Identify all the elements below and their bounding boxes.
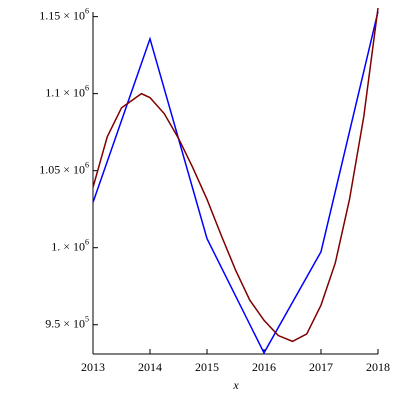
x-axis-label: x <box>232 378 239 392</box>
y-tick-exponent: 6 <box>85 83 89 92</box>
y-tick-mantissa: 9.5 × 10 <box>45 316 85 330</box>
x-tick-label: 2017 <box>309 360 333 374</box>
x-tick-label: 2018 <box>366 360 390 374</box>
y-tick-exponent: 6 <box>85 238 89 247</box>
y-tick-label: 9.5 × 105 <box>45 315 89 331</box>
y-tick-mantissa: 1.1 × 10 <box>45 85 85 99</box>
y-tick-exponent: 6 <box>85 6 89 15</box>
y-tick-mantissa: 1.05 × 10 <box>39 162 85 176</box>
series-line <box>92 11 379 355</box>
y-tick-exponent: 6 <box>85 161 89 170</box>
y-tick-mantissa: 1.15 × 10 <box>39 8 85 22</box>
y-tick-exponent: 5 <box>85 315 89 324</box>
y-tick-label: 1.15 × 106 <box>39 6 89 22</box>
x-tick-label: 2013 <box>81 360 105 374</box>
y-tick-label: 1.05 × 106 <box>39 161 89 177</box>
y-tick-label: 1. × 106 <box>51 238 89 254</box>
y-tick-mantissa: 1. × 10 <box>51 239 85 253</box>
series-line <box>92 7 379 343</box>
y-tick-label: 1.1 × 106 <box>45 83 89 99</box>
x-tick-label: 2015 <box>195 360 219 374</box>
x-tick-label: 2014 <box>138 360 162 374</box>
x-tick-label: 2016 <box>252 360 276 374</box>
